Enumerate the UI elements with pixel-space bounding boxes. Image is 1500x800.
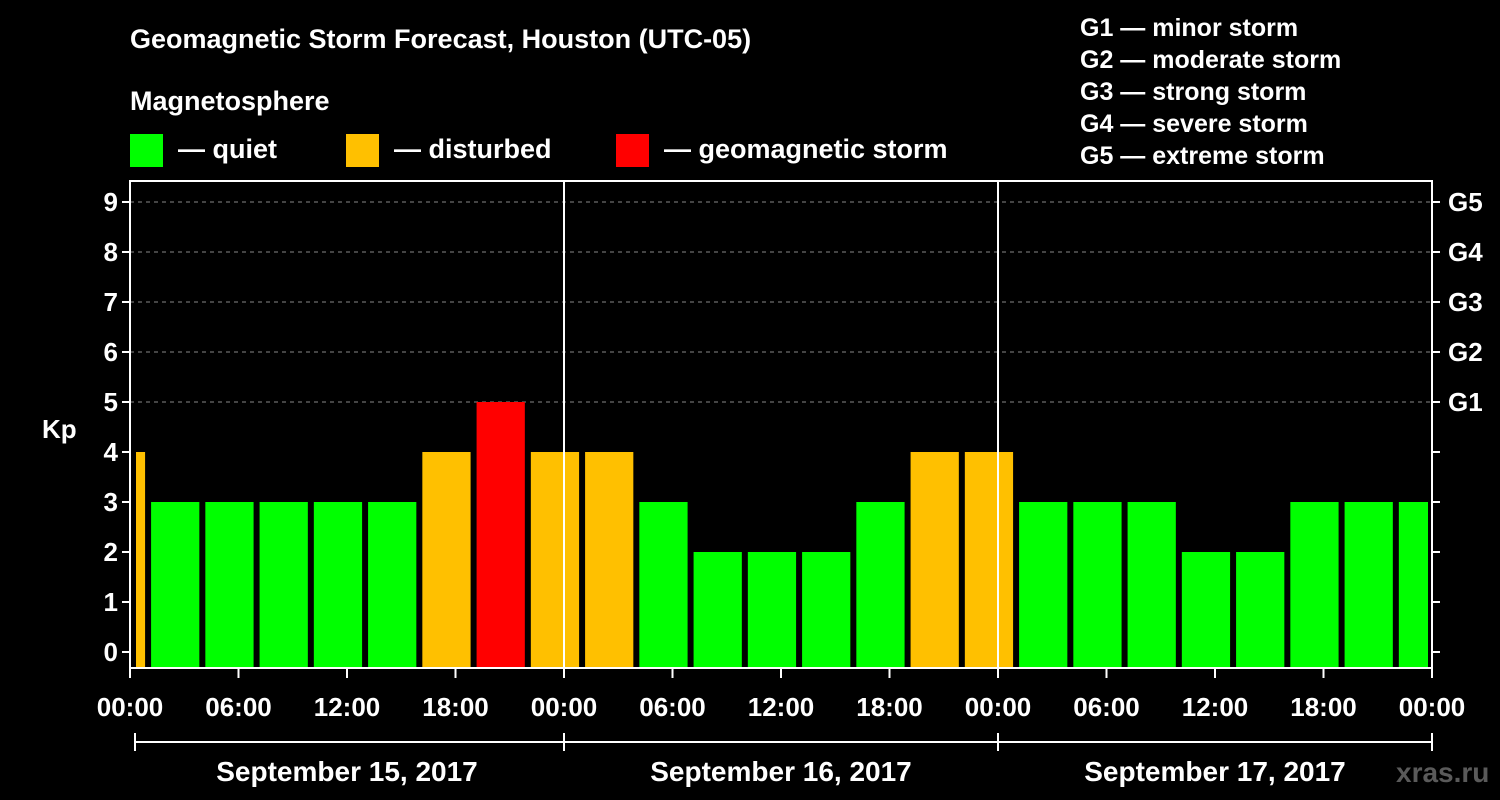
kp-bar-3 — [259, 502, 308, 668]
g-scale-g5: G5 — extreme storm — [1080, 142, 1325, 170]
x-tick-label: 06:00 — [639, 692, 706, 722]
legend-label-quiet: — quiet — [178, 134, 277, 164]
g-level-label: G3 — [1448, 287, 1483, 317]
kp-bar-14 — [856, 502, 905, 668]
kp-bar-12 — [747, 552, 797, 668]
kp-bar-24 — [1398, 502, 1428, 668]
y-tick-label: 7 — [104, 287, 118, 317]
y-tick-label: 9 — [104, 187, 118, 217]
legend-swatch-storm — [616, 134, 649, 167]
y-axis-label: Kp — [42, 414, 77, 444]
g-scale-g2: G2 — moderate storm — [1080, 46, 1342, 74]
g-level-label: G1 — [1448, 387, 1483, 417]
legend-label-disturbed: — disturbed — [394, 134, 552, 164]
x-tick-label: 12:00 — [748, 692, 815, 722]
kp-bar-9 — [585, 452, 634, 668]
x-tick-label: 18:00 — [856, 692, 923, 722]
g-scale-g4: G4 — severe storm — [1080, 110, 1308, 138]
g-scale-g3: G3 — strong storm — [1080, 78, 1307, 106]
legend-heading: Magnetosphere — [130, 86, 330, 116]
g-level-label: G5 — [1448, 187, 1483, 217]
x-tick-label: 18:00 — [1290, 692, 1357, 722]
kp-bar-21 — [1236, 552, 1285, 668]
kp-bar-1 — [151, 502, 200, 668]
kp-bar-17 — [1019, 502, 1068, 668]
x-tick-label: 12:00 — [1182, 692, 1249, 722]
date-label: September 15, 2017 — [216, 756, 478, 787]
y-tick-label: 2 — [104, 537, 118, 567]
kp-bar-6 — [422, 452, 471, 668]
kp-bar-10 — [639, 502, 688, 668]
kp-bar-22 — [1290, 502, 1339, 668]
kp-bar-20 — [1181, 552, 1231, 668]
y-tick-label: 1 — [104, 587, 118, 617]
kp-bar-2 — [205, 502, 254, 668]
x-tick-label: 06:00 — [1073, 692, 1140, 722]
x-tick-label: 00:00 — [1399, 692, 1466, 722]
x-tick-label: 12:00 — [314, 692, 381, 722]
kp-bar-19 — [1127, 502, 1176, 668]
kp-bar-8 — [530, 452, 580, 668]
x-tick-label: 06:00 — [205, 692, 272, 722]
legend-label-storm: — geomagnetic storm — [664, 134, 948, 164]
brand-watermark: xras.ru — [1396, 757, 1490, 788]
kp-bar-13 — [802, 552, 851, 668]
legend-swatch-disturbed — [346, 134, 379, 167]
y-tick-label: 8 — [104, 237, 118, 267]
date-label: September 16, 2017 — [650, 756, 912, 787]
kp-bar-4 — [313, 502, 363, 668]
x-tick-label: 00:00 — [965, 692, 1032, 722]
g-scale-g1: G1 — minor storm — [1080, 14, 1299, 42]
y-tick-label: 0 — [104, 637, 118, 667]
y-tick-label: 4 — [104, 437, 119, 467]
x-tick-label: 00:00 — [531, 692, 598, 722]
y-tick-label: 3 — [104, 487, 118, 517]
kp-bar-0 — [136, 452, 146, 668]
kp-bar-18 — [1073, 502, 1122, 668]
y-tick-label: 5 — [104, 387, 118, 417]
kp-bar-15 — [910, 452, 959, 668]
x-tick-label: 18:00 — [422, 692, 489, 722]
kp-bar-23 — [1344, 502, 1393, 668]
x-tick-label: 00:00 — [97, 692, 164, 722]
y-tick-label: 6 — [104, 337, 118, 367]
kp-bar-5 — [368, 502, 417, 668]
chart-title: Geomagnetic Storm Forecast, Houston (UTC… — [130, 24, 752, 54]
kp-bar-16 — [964, 452, 1014, 668]
g-level-label: G2 — [1448, 337, 1483, 367]
kp-bar-7 — [476, 402, 525, 668]
kp-bar-11 — [693, 552, 742, 668]
g-level-label: G4 — [1448, 237, 1483, 267]
legend-swatch-quiet — [130, 134, 163, 167]
date-label: September 17, 2017 — [1084, 756, 1346, 787]
